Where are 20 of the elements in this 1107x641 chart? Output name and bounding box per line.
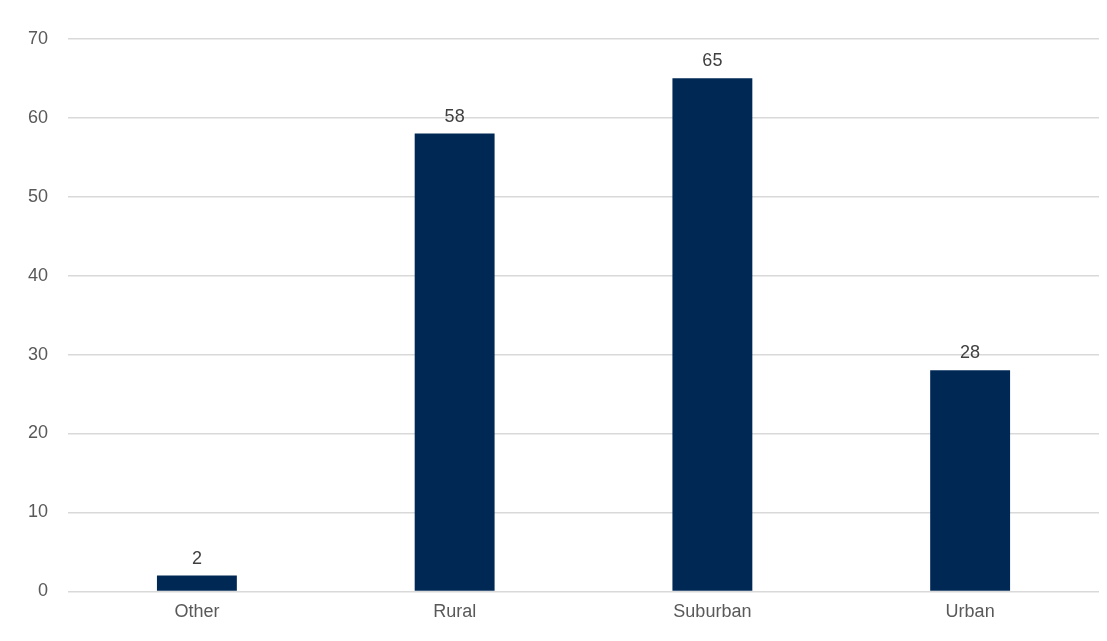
bar bbox=[930, 370, 1011, 591]
bar bbox=[414, 133, 495, 591]
y-tick-label: 60 bbox=[27, 106, 49, 127]
data-label: 65 bbox=[702, 50, 723, 71]
data-label: 2 bbox=[191, 547, 202, 568]
bar bbox=[156, 575, 237, 591]
y-tick-label: 10 bbox=[27, 501, 49, 522]
y-tick-label: 40 bbox=[27, 264, 49, 285]
x-tick-label: Suburban bbox=[673, 601, 752, 622]
y-tick-label: 0 bbox=[38, 580, 49, 601]
y-tick-label: 70 bbox=[27, 27, 49, 48]
data-label: 28 bbox=[960, 342, 981, 363]
y-tick-label: 30 bbox=[27, 343, 49, 364]
x-tick-label: Other bbox=[174, 601, 220, 622]
x-tick-label: Rural bbox=[433, 601, 477, 622]
y-tick-label: 20 bbox=[27, 422, 49, 443]
y-tick-label: 50 bbox=[27, 185, 49, 206]
x-tick-label: Urban bbox=[945, 601, 995, 622]
data-label: 58 bbox=[444, 105, 465, 126]
bar bbox=[672, 78, 753, 591]
